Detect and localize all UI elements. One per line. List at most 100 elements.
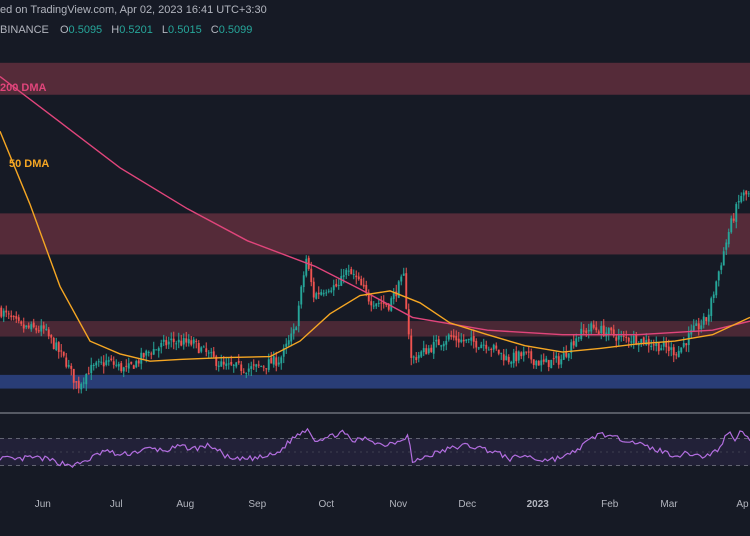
candle-body xyxy=(602,325,605,336)
candle-body xyxy=(260,365,263,367)
candle-body xyxy=(532,359,535,365)
candle-body xyxy=(420,351,423,357)
candle-body xyxy=(570,342,573,353)
candle-body xyxy=(575,338,578,347)
candle-body xyxy=(647,338,650,346)
candle-body xyxy=(465,339,468,341)
candle-body xyxy=(707,314,710,322)
candle-body xyxy=(62,351,65,356)
x-tick-label: Feb xyxy=(601,499,619,510)
rsi-line xyxy=(0,427,750,469)
candle-body xyxy=(415,357,418,361)
candle-body xyxy=(282,348,285,357)
candle-body xyxy=(70,365,73,369)
candle-body xyxy=(580,328,583,340)
candle-body xyxy=(135,361,138,368)
candle-body xyxy=(85,373,88,385)
candle-body xyxy=(10,315,13,318)
candle-body xyxy=(340,276,343,286)
candle-body xyxy=(20,321,23,324)
candle-body xyxy=(65,357,68,367)
candle-body xyxy=(195,340,198,342)
candle-body xyxy=(25,325,28,328)
candle-body xyxy=(745,190,748,195)
candle-body xyxy=(157,348,160,351)
candle-body xyxy=(117,363,120,367)
candle-body xyxy=(547,360,550,367)
candle-body xyxy=(577,337,580,339)
candle-body xyxy=(72,368,75,383)
candle-body xyxy=(747,193,750,195)
candle-body xyxy=(650,345,653,348)
candles-layer xyxy=(0,189,750,394)
candle-body xyxy=(630,341,633,343)
candle-body xyxy=(175,343,178,345)
candle-body xyxy=(75,381,78,383)
candle-body xyxy=(467,338,470,340)
candle-body xyxy=(557,356,560,365)
candle-body xyxy=(627,337,630,342)
candle-body xyxy=(492,344,495,350)
candle-body xyxy=(397,281,400,298)
candle-body xyxy=(215,356,218,366)
candle-body xyxy=(305,258,308,276)
candle-body xyxy=(35,327,38,331)
candle-body xyxy=(190,340,193,345)
candle-body xyxy=(285,343,288,347)
candle-body xyxy=(232,364,235,366)
candle-body xyxy=(280,357,283,364)
candle-body xyxy=(367,292,370,302)
ohlc-low-key: L xyxy=(161,24,169,36)
candle-body xyxy=(127,363,130,369)
candle-body xyxy=(595,327,598,331)
candle-body xyxy=(325,292,328,294)
candle-body xyxy=(315,293,318,299)
candle-body xyxy=(205,348,208,352)
x-tick-label: Aug xyxy=(176,499,194,510)
candle-body xyxy=(635,334,638,344)
candle-body xyxy=(500,352,503,354)
candle-body xyxy=(537,360,540,366)
candle-body xyxy=(222,361,225,365)
candle-body xyxy=(435,339,438,342)
candle-body xyxy=(77,380,80,389)
candle-body xyxy=(82,382,85,384)
candle-body xyxy=(27,325,30,328)
candle-body xyxy=(275,357,278,366)
ohlc-low-value: 0.5015 xyxy=(168,24,202,36)
candle-body xyxy=(322,293,325,295)
candle-body xyxy=(230,361,233,365)
ma200-label: 200 DMA xyxy=(0,82,47,94)
candle-body xyxy=(530,351,533,360)
candle-body xyxy=(45,328,48,330)
candle-body xyxy=(677,350,680,358)
candle-body xyxy=(615,337,618,341)
candle-body xyxy=(442,343,445,347)
candle-body xyxy=(655,342,658,347)
candle-body xyxy=(245,372,248,374)
candle-body xyxy=(612,329,615,336)
candle-body xyxy=(480,344,483,349)
candle-body xyxy=(670,347,673,350)
candle-body xyxy=(715,281,718,296)
candle-body xyxy=(150,353,153,355)
candle-body xyxy=(487,349,490,351)
candle-body xyxy=(552,358,555,360)
candle-body xyxy=(722,251,725,266)
x-tick-label: 2023 xyxy=(527,499,550,510)
candle-body xyxy=(207,352,210,354)
candle-body xyxy=(632,335,635,343)
candle-body xyxy=(217,365,220,367)
candle-body xyxy=(252,364,255,366)
candle-body xyxy=(387,303,390,310)
candle-body xyxy=(450,334,453,337)
candle-body xyxy=(182,338,185,345)
candle-body xyxy=(680,347,683,353)
candle-body xyxy=(607,328,610,335)
candle-body xyxy=(297,305,300,327)
zone-resistance-1 xyxy=(0,213,750,255)
zone-resistance-0 xyxy=(0,62,750,95)
candle-body xyxy=(152,349,155,355)
candle-body xyxy=(505,355,508,361)
